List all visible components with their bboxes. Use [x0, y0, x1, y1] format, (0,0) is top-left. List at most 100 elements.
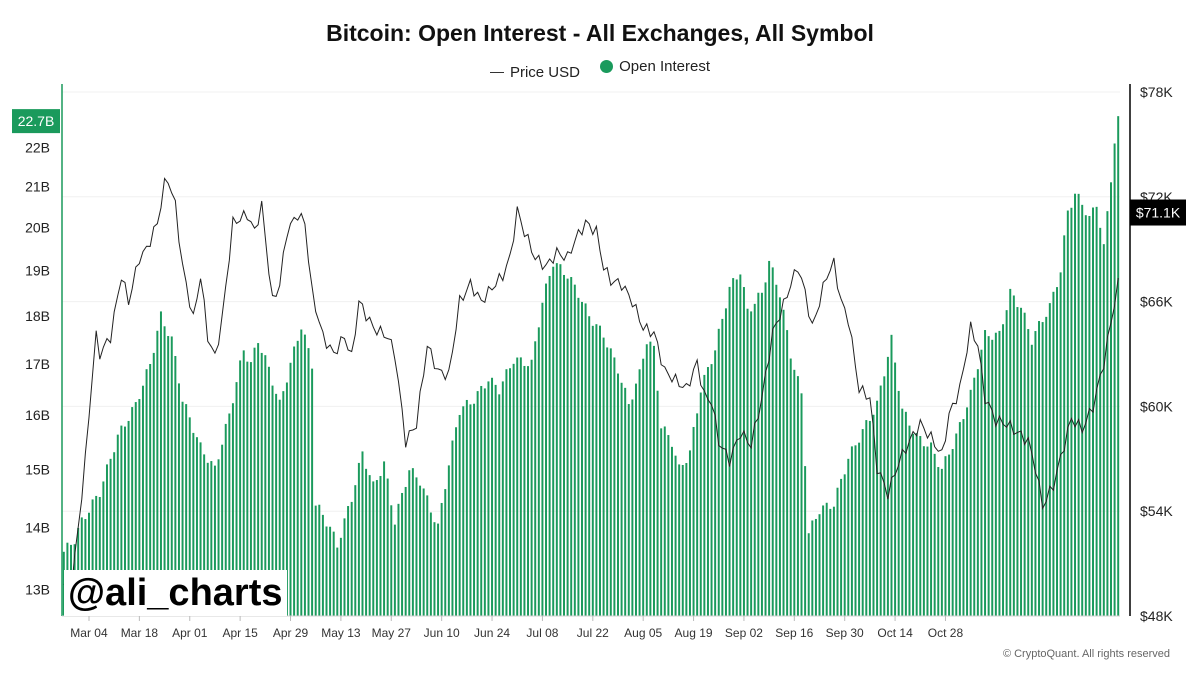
open-interest-bar	[314, 505, 317, 616]
open-interest-bar	[296, 340, 299, 616]
open-interest-bar	[105, 464, 108, 616]
open-interest-bar	[721, 318, 724, 616]
open-interest-bar	[786, 330, 789, 616]
open-interest-bar	[955, 433, 958, 616]
open-interest-bar	[473, 403, 476, 616]
open-interest-bars	[62, 116, 1120, 617]
y-left-tick-label: 22B	[25, 139, 50, 155]
open-interest-bar	[332, 531, 335, 616]
open-interest-bar	[994, 332, 997, 616]
open-interest-bar	[1099, 227, 1102, 616]
open-interest-bar	[361, 451, 364, 616]
legend-item-open-interest[interactable]: Open Interest	[600, 58, 710, 75]
x-tick-label: Jun 24	[474, 626, 510, 640]
open-interest-bar	[948, 454, 951, 616]
open-interest-bar	[534, 341, 537, 616]
open-interest-bar	[724, 308, 727, 616]
open-interest-bar	[347, 506, 350, 616]
x-tick-label: Jul 22	[577, 626, 609, 640]
open-interest-bar	[451, 440, 454, 616]
open-interest-bar	[876, 400, 879, 616]
x-tick-label: May 13	[321, 626, 361, 640]
open-interest-bar	[365, 468, 368, 616]
open-interest-bar	[1056, 287, 1059, 616]
open-interest-bar	[109, 458, 112, 616]
open-interest-bar	[84, 519, 87, 616]
open-interest-bar	[1066, 210, 1069, 616]
open-interest-bar	[757, 292, 760, 616]
open-interest-bar	[940, 468, 943, 616]
open-interest-bar	[663, 426, 666, 616]
open-interest-bar	[894, 362, 897, 616]
open-interest-bar	[1063, 235, 1066, 617]
axis-labels: 13B 14B 15B 16B 17B 18B 19B 20B 21B 22B $48K $54K $6…	[12, 84, 1186, 640]
open-interest-bar	[426, 495, 429, 616]
open-interest-bar	[642, 358, 645, 616]
open-interest-bar	[519, 357, 522, 616]
open-interest-bar	[634, 383, 637, 616]
open-interest-bar	[1052, 291, 1055, 616]
open-interest-bar	[239, 360, 242, 616]
y-right-tick-label: $48K	[1140, 608, 1173, 624]
open-interest-bar	[840, 478, 843, 616]
open-interest-bar	[681, 465, 684, 616]
open-interest-bar	[951, 449, 954, 616]
x-tick-label: May 27	[372, 626, 412, 640]
open-interest-bar	[1081, 204, 1084, 617]
open-interest-bar	[123, 426, 126, 616]
open-interest-bar	[530, 359, 533, 616]
x-tick-label: Jun 10	[424, 626, 460, 640]
open-interest-bar	[919, 436, 922, 616]
open-interest-bar	[357, 462, 360, 616]
open-interest-bar	[1038, 321, 1041, 616]
open-interest-bar	[343, 518, 346, 616]
y-left-tick-label: 18B	[25, 308, 50, 324]
open-interest-bar	[886, 356, 889, 616]
open-interest-bar	[267, 366, 270, 616]
open-interest-bar	[649, 341, 652, 616]
open-interest-bar	[131, 407, 134, 616]
open-interest-bar	[242, 350, 245, 616]
open-interest-bar	[465, 399, 468, 616]
open-interest-bar	[915, 432, 918, 616]
open-interest-bar	[213, 465, 216, 616]
y-left-tick-label: 16B	[25, 407, 50, 423]
open-interest-bar	[771, 267, 774, 616]
open-interest-bar	[411, 468, 414, 616]
open-interest-bar	[88, 512, 90, 616]
legend-item-price[interactable]: Price USD	[489, 64, 580, 81]
open-interest-bar	[1012, 295, 1015, 616]
x-tick-label: Sep 16	[775, 626, 813, 640]
open-interest-bar	[984, 330, 987, 616]
open-interest-bar	[710, 364, 713, 616]
open-interest-bar	[717, 328, 720, 616]
open-interest-bar	[393, 524, 396, 616]
open-interest-bar	[181, 401, 184, 616]
open-interest-bar	[429, 512, 432, 616]
grid	[62, 91, 1120, 617]
open-interest-bar	[548, 275, 551, 616]
x-tick-label: Jul 08	[526, 626, 558, 640]
open-interest-bar	[782, 309, 785, 616]
open-interest-bar	[811, 520, 814, 616]
open-interest-bar	[573, 284, 576, 616]
open-interest-bar	[825, 502, 828, 616]
open-interest-bar	[127, 420, 130, 616]
y-right-tick-label: $60K	[1140, 398, 1173, 414]
open-interest-bar	[224, 423, 227, 616]
open-interest-bar	[980, 349, 983, 616]
open-interest-bar	[138, 399, 141, 616]
open-interest-bar	[1106, 211, 1109, 616]
open-interest-bar	[1074, 193, 1077, 616]
open-interest-bar	[962, 419, 965, 616]
open-interest-bar	[325, 526, 328, 616]
open-interest-bar	[703, 374, 706, 616]
open-interest-bar	[329, 526, 332, 616]
open-interest-bar	[926, 446, 929, 616]
open-interest-bar	[444, 489, 447, 616]
open-interest-bar	[620, 382, 623, 616]
y-left-tick-label: 15B	[25, 461, 50, 477]
last-value-left-label: 22.7B	[18, 113, 55, 129]
open-interest-bar	[768, 260, 771, 616]
open-interest-bar	[419, 485, 422, 616]
